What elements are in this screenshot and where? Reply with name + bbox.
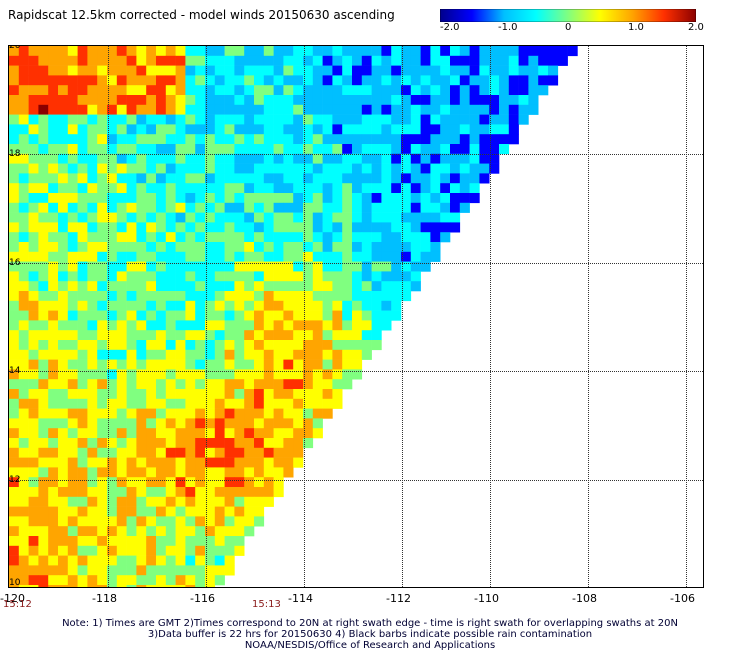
lat-label-18: 18 (9, 149, 21, 159)
lat-label-10: 10 (9, 578, 21, 588)
lat-label-20: 20 (9, 45, 21, 51)
meridian-108 (588, 46, 589, 587)
parallel-14 (9, 371, 703, 372)
parallel-12 (9, 480, 703, 481)
meridian-116 (206, 46, 207, 587)
coastline (9, 46, 704, 588)
swath-time-left: 15:12 (3, 599, 32, 610)
meridian-106 (686, 46, 687, 587)
lon-label-106: -106 (670, 592, 695, 605)
parallel-18 (9, 154, 703, 155)
lon-label-110: -110 (474, 592, 499, 605)
meridian-118 (108, 46, 109, 587)
colorbar-label-min: -2.0 (440, 22, 460, 33)
colorbar-label-zero: 0 (565, 22, 572, 33)
colorbar-label-neg1: -1.0 (498, 22, 518, 33)
footnote-line-3: NOAA/NESDIS/Office of Research and Appli… (244, 640, 496, 651)
footnote-line-2: 3)Data buffer is 22 hrs for 20150630 4) … (147, 629, 593, 640)
colorbar-label-max: 2.0 (688, 22, 704, 33)
meridian-110 (490, 46, 491, 587)
lon-label-116: -116 (190, 592, 215, 605)
colorbar-label-pos1: 1.0 (628, 22, 644, 33)
lon-label-108: -108 (572, 592, 597, 605)
map-title: Rapidscat 12.5km corrected - model winds… (8, 8, 395, 22)
lon-label-114: -114 (288, 592, 313, 605)
lat-label-14: 14 (9, 366, 21, 376)
map-plot-area: 20 18 16 14 12 10 (8, 45, 704, 588)
wind-difference-field (9, 46, 578, 587)
lat-label-16: 16 (9, 258, 21, 268)
lon-label-120: -120 (0, 592, 25, 605)
parallel-16 (9, 263, 703, 264)
lon-label-112: -112 (386, 592, 411, 605)
lat-label-12: 12 (9, 475, 21, 485)
meridian-112 (402, 46, 403, 587)
lon-label-118: -118 (92, 592, 117, 605)
footnote-line-1: Note: 1) Times are GMT 2)Times correspon… (62, 618, 678, 629)
colorbar (440, 9, 696, 22)
swath-time-right: 15:13 (252, 599, 281, 610)
footnote: Note: 1) Times are GMT 2)Times correspon… (0, 618, 740, 651)
meridian-114 (304, 46, 305, 587)
